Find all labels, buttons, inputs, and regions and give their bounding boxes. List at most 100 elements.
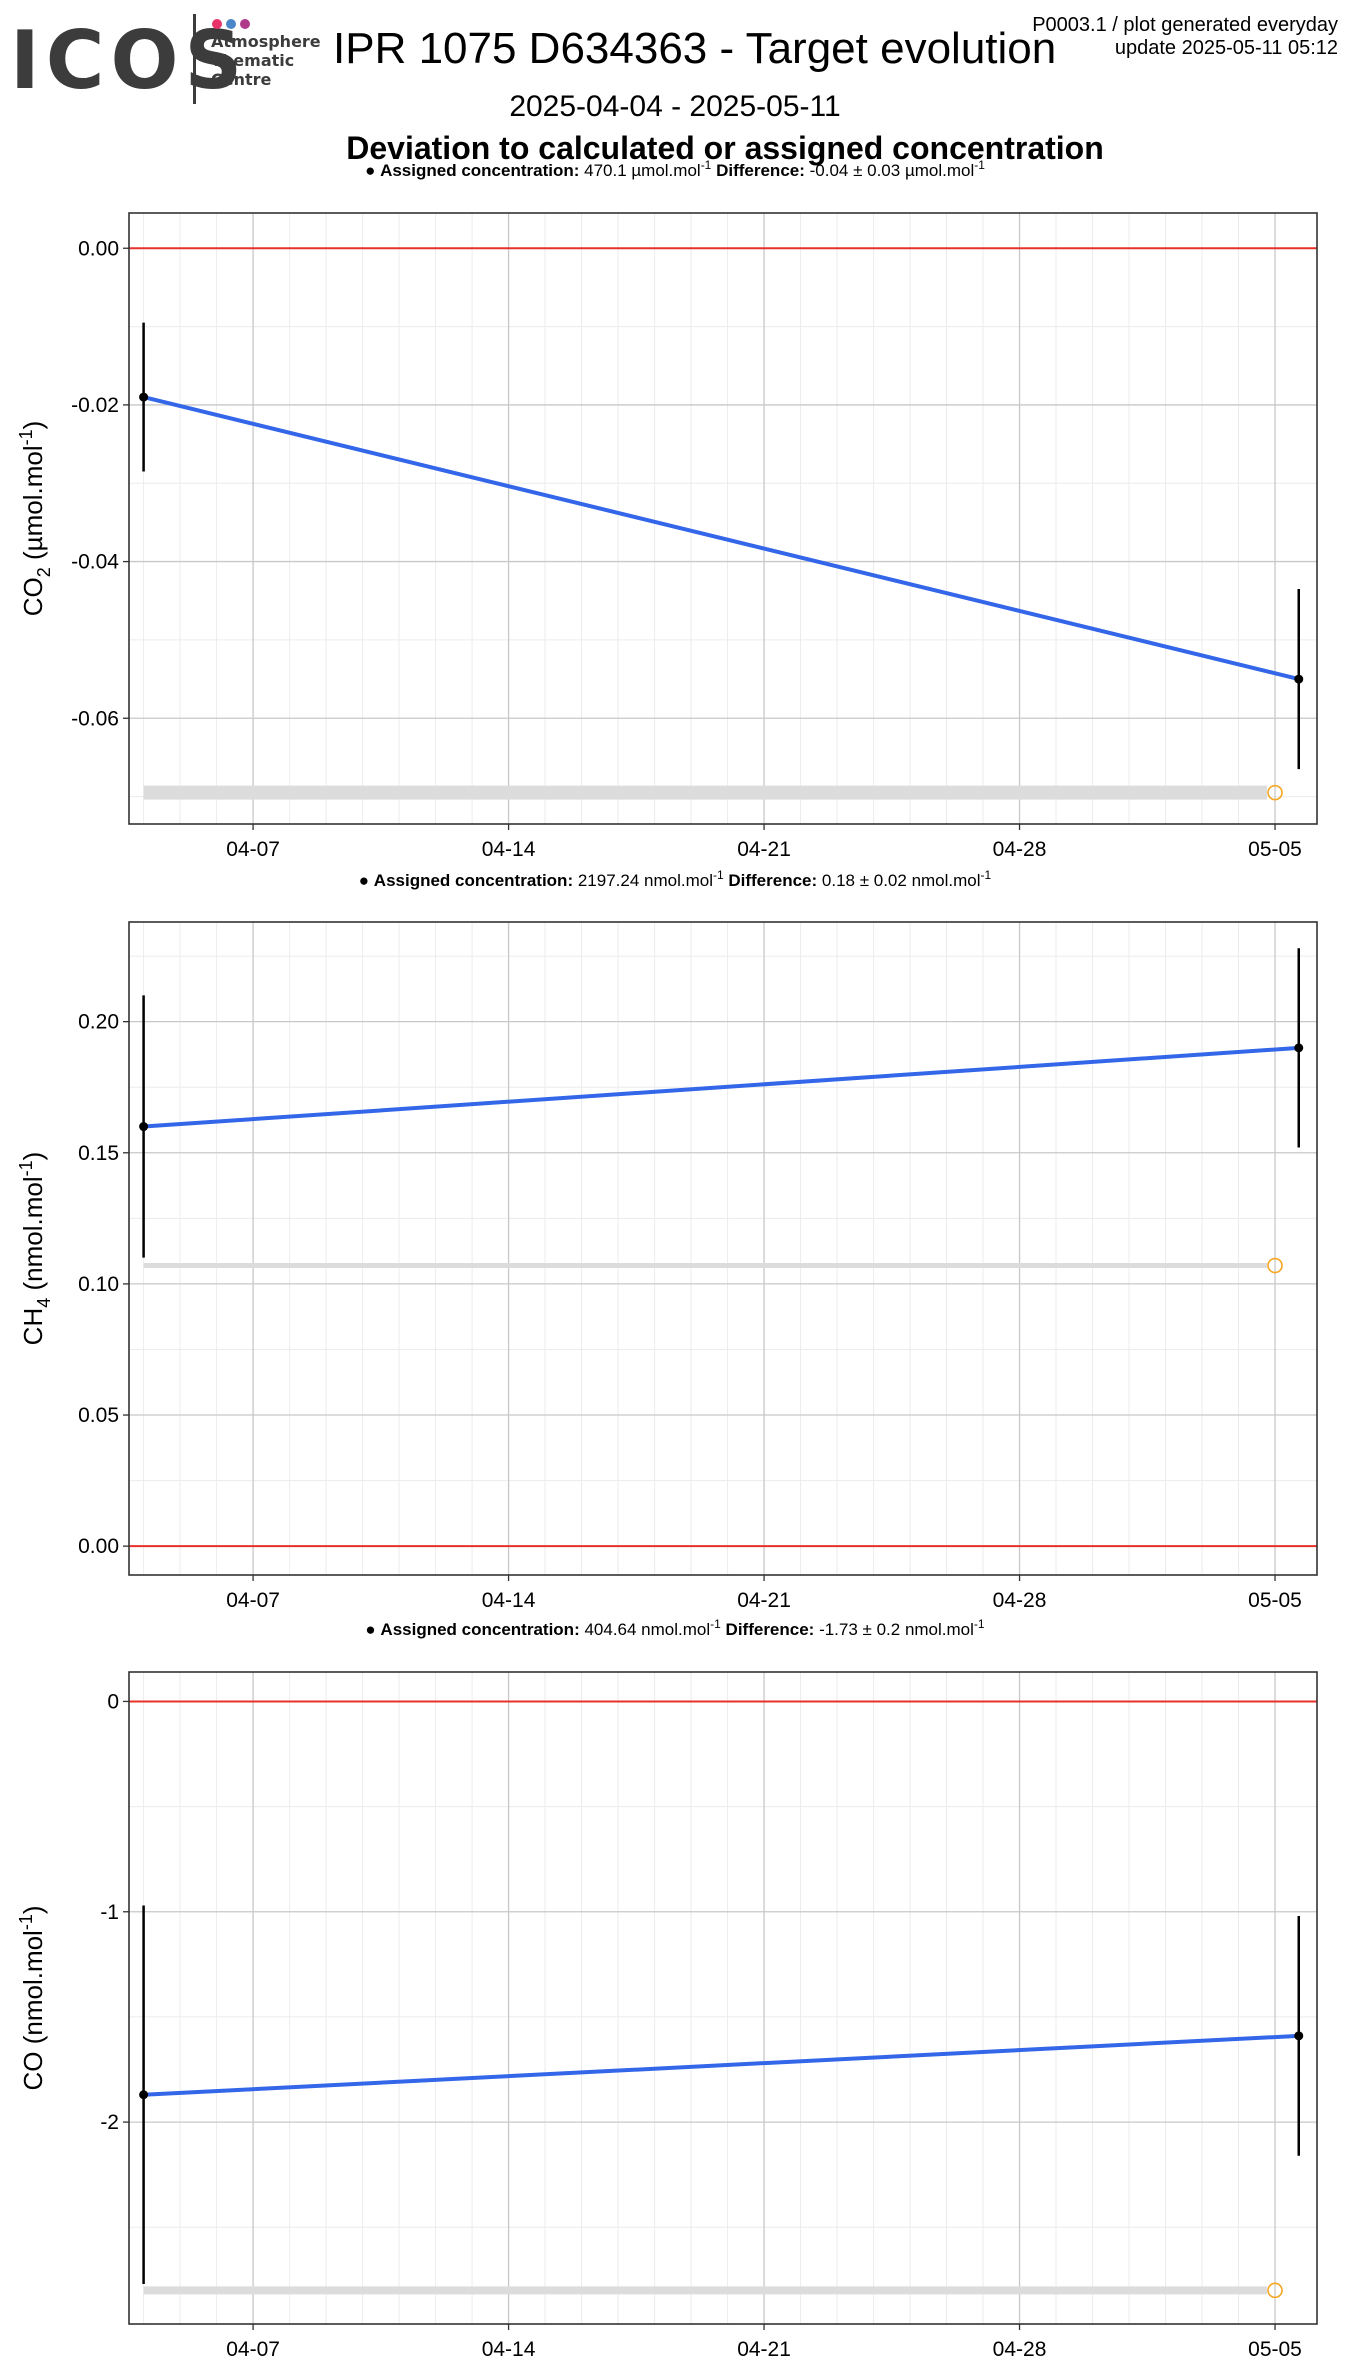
data-point <box>139 1122 149 1132</box>
y-axis-label-part: ) <box>18 1905 48 1914</box>
generation-note: P0003.1 / plot generated everyday <box>1032 14 1338 36</box>
data-point <box>139 2090 149 2100</box>
update-timestamp: update 2025-05-11 05:12 <box>1114 37 1338 59</box>
y-tick-label: 0.00 <box>78 237 119 260</box>
logo-line: Thematic <box>211 51 295 70</box>
x-tick-label: 04-21 <box>737 2338 791 2361</box>
series-line <box>143 2033 1299 2097</box>
chart-panel-co2: ● Assigned concentration: 470.1 µmol.mol… <box>16 158 1318 861</box>
y-tick-label: -2 <box>100 2111 119 2134</box>
y-axis-label-part: -1 <box>16 1914 36 1930</box>
info-value: 2197.24 nmol.mol <box>578 871 713 890</box>
logo-line: Centre <box>211 70 272 89</box>
info-value: -0.04 ± 0.03 µmol.mol <box>810 161 975 180</box>
info-line: ● Assigned concentration: 2197.24 nmol.m… <box>359 868 992 890</box>
info-superscript: -1 <box>981 868 992 882</box>
y-axis-label-part: 2 <box>34 567 54 577</box>
y-tick-label: -0.04 <box>71 551 119 574</box>
y-axis-label-part: (µmol.mol <box>18 445 48 567</box>
info-label: Difference: <box>721 1620 819 1639</box>
info-superscript: -1 <box>713 868 724 882</box>
plot-frame <box>128 921 1318 1576</box>
y-tick-label: -0.06 <box>71 707 119 730</box>
y-tick-label: -0.02 <box>71 394 119 417</box>
x-tick-label: 05-05 <box>1248 1589 1302 1612</box>
logo-dot-purple <box>240 19 250 29</box>
y-tick-label: 0 <box>107 1690 119 1713</box>
page-title: IPR 1075 D634363 - Target evolution <box>333 24 1057 73</box>
info-value: ● <box>359 871 374 890</box>
chart-panel-co: ● Assigned concentration: 404.64 nmol.mo… <box>16 1617 1318 2361</box>
info-superscript: -1 <box>974 158 985 172</box>
data-point <box>1294 2031 1304 2041</box>
open-marker <box>1267 784 1283 801</box>
x-tick-label: 04-14 <box>482 2338 536 2361</box>
info-value: ● <box>365 161 380 180</box>
x-tick-label: 04-21 <box>737 838 791 861</box>
info-label: Difference: <box>724 871 822 890</box>
y-axis-label-part: CO <box>18 2052 48 2091</box>
y-tick-label: 0.20 <box>78 1011 119 1034</box>
x-tick-label: 04-21 <box>737 1589 791 1612</box>
y-tick-label: 0.05 <box>78 1404 119 1427</box>
info-value: ● <box>365 1620 380 1639</box>
x-tick-label: 04-07 <box>226 838 280 861</box>
y-axis-label-part: ) <box>18 421 48 430</box>
x-tick-label: 04-14 <box>482 1589 536 1612</box>
y-tick-label: 0.10 <box>78 1273 119 1296</box>
y-axis-label-part: (nmol.mol <box>18 1176 48 1297</box>
x-tick-label: 04-07 <box>226 1589 280 1612</box>
series-line <box>143 1045 1299 1129</box>
info-value: -1.73 ± 0.2 nmol.mol <box>819 1620 974 1639</box>
x-tick-label: 05-05 <box>1248 2338 1302 2361</box>
y-axis-label-part: (nmol.mol <box>18 1930 48 2051</box>
data-point <box>1294 1043 1304 1053</box>
info-label: Assigned concentration: <box>374 871 578 890</box>
logo-dot-blue <box>226 19 236 29</box>
series-line <box>143 395 1300 682</box>
info-line: ● Assigned concentration: 404.64 nmol.mo… <box>365 1617 984 1639</box>
info-value: 470.1 µmol.mol <box>584 161 701 180</box>
y-axis-label-part: -1 <box>16 1160 36 1176</box>
data-point <box>1294 674 1304 684</box>
x-tick-label: 04-28 <box>993 838 1047 861</box>
info-label: Assigned concentration: <box>380 1620 584 1639</box>
plot-frame <box>128 1671 1318 2325</box>
logo-subtitle: Atmosphere Thematic Centre <box>211 32 321 89</box>
y-axis-label-part: 4 <box>34 1298 54 1308</box>
y-axis-label: CO2 (µmol.mol-1) <box>16 421 54 617</box>
info-label: Difference: <box>711 161 809 180</box>
info-superscript: -1 <box>974 1617 985 1631</box>
chart-subtitle: Deviation to calculated or assigned conc… <box>346 130 1104 166</box>
y-axis-label-part: CO <box>18 577 48 616</box>
y-tick-label: 0.00 <box>78 1535 119 1558</box>
info-superscript: -1 <box>710 1617 721 1631</box>
logo-dot-pink <box>212 19 222 29</box>
date-range: 2025-04-04 - 2025-05-11 <box>509 90 841 123</box>
y-axis-label: CO (nmol.mol-1) <box>16 1905 48 2090</box>
y-axis-label-part: ) <box>18 1152 48 1161</box>
y-axis-label: CH4 (nmol.mol-1) <box>16 1152 54 1346</box>
info-value: 404.64 nmol.mol <box>584 1620 710 1639</box>
logo-line: Atmosphere <box>211 32 321 51</box>
data-point <box>139 392 149 402</box>
x-tick-label: 04-28 <box>993 2338 1047 2361</box>
logo-divider <box>193 14 196 104</box>
chart-panel-ch4: ● Assigned concentration: 2197.24 nmol.m… <box>16 868 1318 1612</box>
logo-dots-icon <box>212 16 254 29</box>
open-marker <box>1267 1257 1283 1274</box>
info-superscript: -1 <box>701 158 712 172</box>
y-axis-label-part: CH <box>18 1308 48 1346</box>
x-tick-label: 05-05 <box>1248 838 1302 861</box>
icos-logo: ICOS <box>10 14 249 107</box>
y-axis-label-part: -1 <box>16 429 36 445</box>
y-tick-label: 0.15 <box>78 1142 119 1165</box>
info-value: 0.18 ± 0.02 nmol.mol <box>822 871 981 890</box>
y-tick-label: -1 <box>100 1901 119 1924</box>
x-tick-label: 04-28 <box>993 1589 1047 1612</box>
x-tick-label: 04-07 <box>226 2338 280 2361</box>
info-label: Assigned concentration: <box>380 161 584 180</box>
open-marker <box>1267 2282 1283 2299</box>
